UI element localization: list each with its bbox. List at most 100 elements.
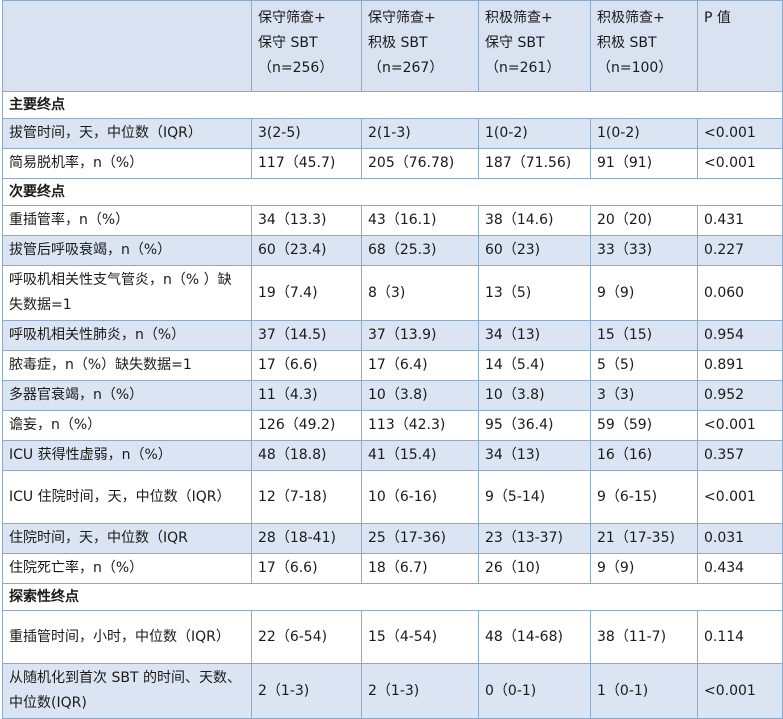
row-label: 多器官衰竭，n（%） xyxy=(2,380,252,411)
table-row: 重插管率，n（%） 34（13.3) 43（16.1) 38（14.6) 20（20) 0… xyxy=(2,205,783,236)
value-cell: 15（15) xyxy=(590,320,698,351)
value-cell: 48（14-68) xyxy=(478,610,591,664)
p-value-cell: 0.954 xyxy=(697,320,783,351)
p-value-cell: <0.001 xyxy=(697,663,783,719)
value-cell: 9（9) xyxy=(590,553,698,584)
value-cell: 11（4.3) xyxy=(251,380,362,411)
table-body: 主要终点 拔管时间，天，中位数（IQR） 3(2-5) 2(1-3) 1(0-2) 1(0… xyxy=(2,91,783,719)
value-cell: 28（18-41) xyxy=(251,523,362,554)
table-row: ICU 住院时间，天，中位数（IQR） 12（7-18) 10（6-16) 9（5-1… xyxy=(2,470,783,524)
table-row: ICU 获得性虚弱，n（%） 48（18.8) 41（15.4) 34（13) 16（1… xyxy=(2,440,783,471)
header-label: P 值 xyxy=(704,10,731,26)
row-label: 拔管时间，天，中位数（IQR） xyxy=(2,118,252,149)
value-cell: 2（1-3) xyxy=(251,663,362,719)
header-cell-group-4: 积极筛查+ 积极 SBT （n=100） xyxy=(590,0,698,92)
value-cell: 12（7-18) xyxy=(251,470,362,524)
value-cell: 1(0-2) xyxy=(590,118,698,149)
header-label: 保守筛查+ 保守 SBT （n=256） xyxy=(258,10,334,76)
value-cell: 17（6.6) xyxy=(251,553,362,584)
table-row: 重插管时间，小时，中位数（IQR） 22（6-54) 15（4-54) 48（14-6… xyxy=(2,610,783,664)
row-label: 拔管后呼吸衰竭，n（%） xyxy=(2,235,252,266)
value-cell: 95（36.4) xyxy=(478,410,591,441)
table-row: 谵妄，n（%） 126（49.2) 113（42.3) 95（36.4) 59（59) <… xyxy=(2,410,783,441)
value-cell: 18（6.7) xyxy=(361,553,479,584)
value-cell: 1（0-1) xyxy=(590,663,698,719)
table-row: 简易脱机率，n（%） 117（45.7) 205（76.78) 187（71.56) 9… xyxy=(2,148,783,179)
table-row: 脓毒症，n（%）缺失数据=1 17（6.6) 17（6.4) 14（5.4) 5（5) 0… xyxy=(2,350,783,381)
value-cell: 20（20) xyxy=(590,205,698,236)
table-row: 拔管后呼吸衰竭，n（%） 60（23.4) 68（25.3) 60（23) 33（33)… xyxy=(2,235,783,266)
header-label: 积极筛查+ 积极 SBT （n=100） xyxy=(597,10,673,76)
value-cell: 5（5) xyxy=(590,350,698,381)
p-value-cell: 0.952 xyxy=(697,380,783,411)
row-label: 呼吸机相关性支气管炎，n（% ）缺失数据=1 xyxy=(2,265,252,321)
section-title: 主要终点 xyxy=(2,91,783,119)
row-label: 谵妄，n（%） xyxy=(2,410,252,441)
header-cell-p-value: P 值 xyxy=(697,0,783,92)
p-value-cell: 0.357 xyxy=(697,440,783,471)
value-cell: 33（33) xyxy=(590,235,698,266)
value-cell: 26（10) xyxy=(478,553,591,584)
header-cell-group-2: 保守筛查+ 积极 SBT （n=267） xyxy=(361,0,479,92)
p-value-cell: 0.114 xyxy=(697,610,783,664)
value-cell: 19（7.4) xyxy=(251,265,362,321)
value-cell: 38（11-7) xyxy=(590,610,698,664)
value-cell: 38（14.6) xyxy=(478,205,591,236)
p-value-cell: <0.001 xyxy=(697,410,783,441)
p-value-cell: <0.001 xyxy=(697,148,783,179)
value-cell: 2（1-3) xyxy=(361,663,479,719)
table-row: 从随机化到首次 SBT 的时间、天数、中位数(IQR) 2（1-3) 2（1-3) 0… xyxy=(2,663,783,719)
p-value-cell: 0.031 xyxy=(697,523,783,554)
value-cell: 34（13) xyxy=(478,320,591,351)
value-cell: 113（42.3) xyxy=(361,410,479,441)
value-cell: 0（0-1) xyxy=(478,663,591,719)
value-cell: 21（17-35) xyxy=(590,523,698,554)
value-cell: 16（16) xyxy=(590,440,698,471)
value-cell: 9（9) xyxy=(590,265,698,321)
section-row: 次要终点 xyxy=(2,178,783,206)
value-cell: 22（6-54) xyxy=(251,610,362,664)
row-label: 重插管率，n（%） xyxy=(2,205,252,236)
row-label: 住院时间，天，中位数（IQR xyxy=(2,523,252,554)
value-cell: 9（5-14) xyxy=(478,470,591,524)
header-label: 保守筛查+ 积极 SBT （n=267） xyxy=(368,10,444,76)
value-cell: 15（4-54) xyxy=(361,610,479,664)
value-cell: 37（14.5) xyxy=(251,320,362,351)
table-row: 呼吸机相关性支气管炎，n（% ）缺失数据=1 19（7.4) 8（3) 13（5) 9（… xyxy=(2,265,783,321)
value-cell: 10（6-16) xyxy=(361,470,479,524)
row-label: ICU 获得性虚弱，n（%） xyxy=(2,440,252,471)
value-cell: 126（49.2) xyxy=(251,410,362,441)
table-row: 住院时间，天，中位数（IQR 28（18-41) 25（17-36) 23（13-37… xyxy=(2,523,783,554)
value-cell: 17（6.4) xyxy=(361,350,479,381)
table-row: 住院死亡率，n（%） 17（6.6) 18（6.7) 26（10) 9（9) 0.434 xyxy=(2,553,783,584)
value-cell: 10（3.8) xyxy=(478,380,591,411)
value-cell: 8（3) xyxy=(361,265,479,321)
value-cell: 68（25.3) xyxy=(361,235,479,266)
value-cell: 34（13) xyxy=(478,440,591,471)
value-cell: 9（6-15) xyxy=(590,470,698,524)
header-cell-group-1: 保守筛查+ 保守 SBT （n=256） xyxy=(251,0,362,92)
value-cell: 43（16.1) xyxy=(361,205,479,236)
table-row: 拔管时间，天，中位数（IQR） 3(2-5) 2(1-3) 1(0-2) 1(0-2) <… xyxy=(2,118,783,149)
header-cell-blank xyxy=(2,0,252,92)
value-cell: 13（5) xyxy=(478,265,591,321)
p-value-cell: 0.431 xyxy=(697,205,783,236)
row-label: 重插管时间，小时，中位数（IQR） xyxy=(2,610,252,664)
value-cell: 14（5.4) xyxy=(478,350,591,381)
row-label: 住院死亡率，n（%） xyxy=(2,553,252,584)
p-value-cell: 0.227 xyxy=(697,235,783,266)
p-value-cell: 0.434 xyxy=(697,553,783,584)
value-cell: 205（76.78) xyxy=(361,148,479,179)
section-title: 次要终点 xyxy=(2,178,783,206)
value-cell: 187（71.56) xyxy=(478,148,591,179)
row-label: 简易脱机率，n（%） xyxy=(2,148,252,179)
value-cell: 41（15.4) xyxy=(361,440,479,471)
value-cell: 3（3) xyxy=(590,380,698,411)
table-row: 多器官衰竭，n（%） 11（4.3) 10（3.8) 10（3.8) 3（3) 0.952 xyxy=(2,380,783,411)
value-cell: 10（3.8) xyxy=(361,380,479,411)
row-label: 脓毒症，n（%）缺失数据=1 xyxy=(2,350,252,381)
value-cell: 60（23.4) xyxy=(251,235,362,266)
value-cell: 3(2-5) xyxy=(251,118,362,149)
value-cell: 1(0-2) xyxy=(478,118,591,149)
row-label: 呼吸机相关性肺炎，n（%） xyxy=(2,320,252,351)
